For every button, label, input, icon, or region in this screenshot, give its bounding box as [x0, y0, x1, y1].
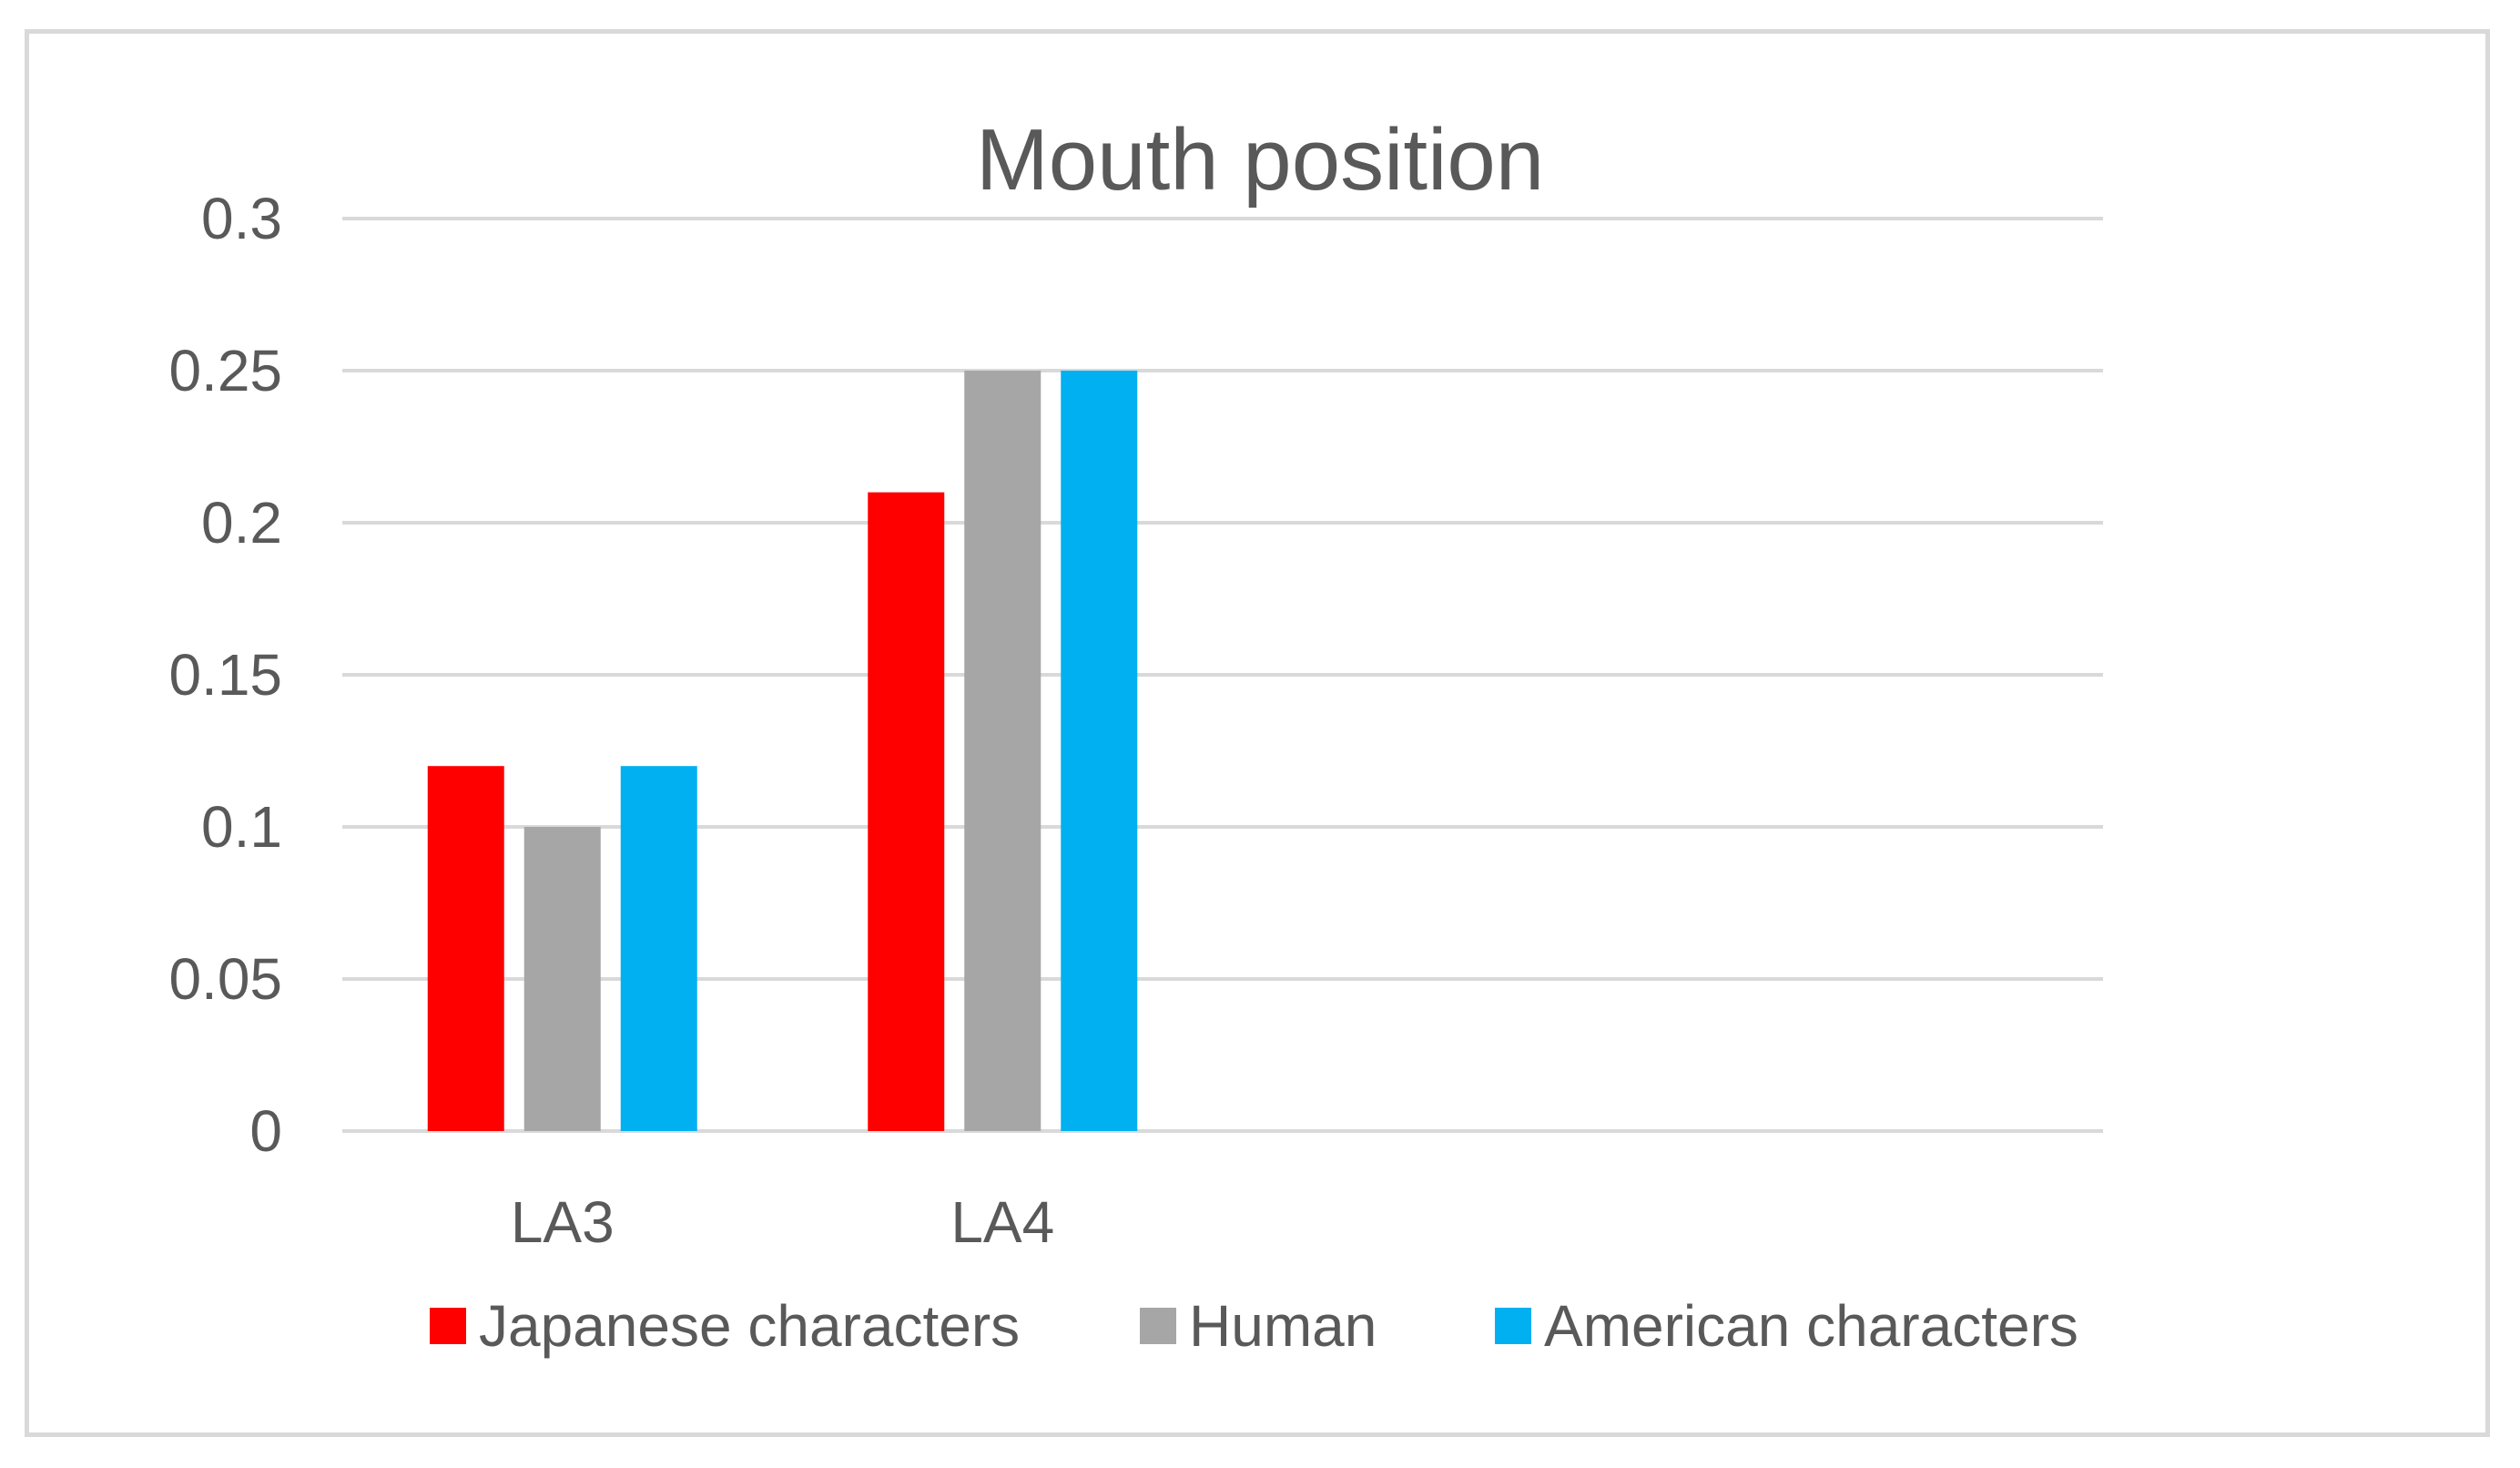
y-tick-label: 0.1 [201, 794, 282, 860]
legend-label: American characters [1544, 1293, 2078, 1359]
y-axis-ticks: 0 0.05 0.1 0.15 0.2 0.25 0.3 [168, 186, 282, 1164]
x-axis-categories: LA3 LA4 [511, 1189, 1054, 1255]
y-tick-label: 0.05 [168, 946, 282, 1012]
bar-la3-american-characters [620, 766, 697, 1131]
bar-la3-japanese-characters [427, 766, 504, 1131]
bar-la3-human [523, 827, 601, 1131]
legend-swatch [1495, 1308, 1531, 1344]
y-tick-label: 0 [249, 1098, 282, 1164]
legend-swatch [430, 1308, 466, 1344]
bar-la4-japanese-characters [868, 492, 945, 1131]
y-tick-label: 0.25 [168, 338, 282, 403]
legend-label: Human [1189, 1293, 1377, 1359]
x-category-label: LA3 [511, 1189, 615, 1255]
y-tick-label: 0.3 [201, 186, 282, 251]
gridlines [342, 217, 2103, 1133]
legend-label: Japanese characters [479, 1293, 1020, 1359]
y-tick-label: 0.2 [201, 490, 282, 556]
y-tick-label: 0.15 [168, 642, 282, 708]
chart-frame [25, 29, 2490, 1437]
x-category-label: LA4 [950, 1189, 1054, 1255]
bar-la4-human [964, 371, 1042, 1131]
bars [427, 371, 1138, 1131]
legend-swatch [1140, 1308, 1176, 1344]
chart-title: Mouth position [976, 111, 1544, 209]
legend: Japanese characters Human American charact… [430, 1293, 2078, 1359]
bar-la4-american-characters [1061, 371, 1138, 1131]
